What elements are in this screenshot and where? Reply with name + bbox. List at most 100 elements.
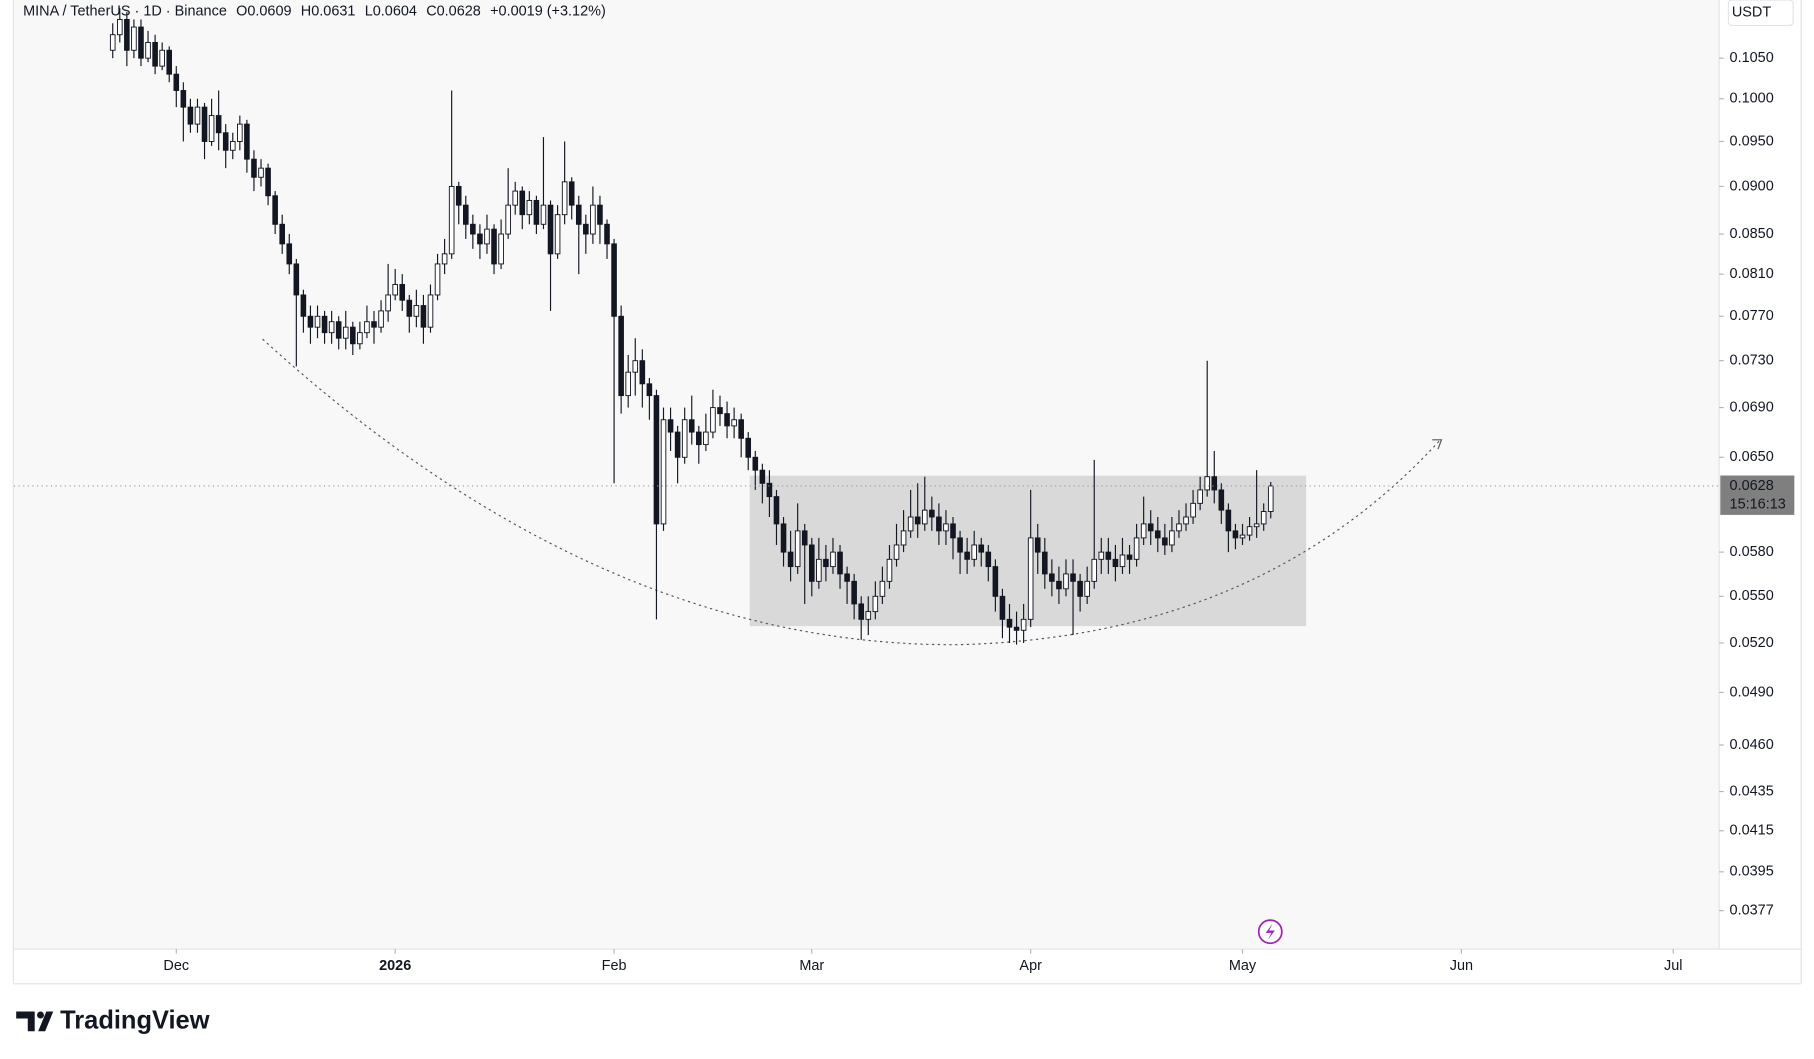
candle-body — [1091, 558, 1098, 582]
candle-body — [816, 558, 822, 582]
candle-body — [1225, 509, 1232, 532]
candle-body — [258, 167, 264, 178]
candle-body — [1063, 573, 1069, 590]
candle-body — [1154, 530, 1161, 539]
x-tick-label: 2026 — [379, 958, 411, 974]
candle-body — [985, 551, 992, 568]
candle-body — [568, 181, 575, 206]
candle-body — [717, 407, 723, 415]
last-price-box — [1720, 475, 1795, 515]
candle-body — [477, 233, 483, 245]
candle-body — [844, 573, 850, 582]
candle-body — [1204, 476, 1210, 491]
logo-text: TradingView — [60, 1007, 210, 1035]
candle-body — [1070, 573, 1076, 582]
candle-body — [448, 185, 455, 255]
y-tick-label: 0.1000 — [1730, 91, 1774, 107]
legend-item: H0.0631 — [301, 3, 356, 19]
y-tick-label: 0.0435 — [1730, 783, 1774, 799]
candle-body — [1098, 551, 1105, 560]
candle-body — [943, 523, 949, 532]
candle-body — [1119, 554, 1126, 568]
candle-body — [724, 413, 730, 427]
candle-body — [900, 530, 907, 546]
candle-body — [293, 263, 300, 296]
y-tick-label: 0.0950 — [1730, 133, 1774, 149]
candle-body — [1084, 580, 1090, 597]
candle-body — [554, 214, 561, 255]
candle-body — [173, 73, 180, 91]
legend-item: +0.0019 (+3.12%) — [490, 3, 606, 19]
y-tick-label: 0.0377 — [1730, 902, 1774, 918]
y-tick-label: 0.0550 — [1730, 588, 1774, 604]
candle-body — [335, 321, 342, 339]
candle-body — [618, 315, 624, 397]
y-tick-label: 0.0690 — [1730, 399, 1774, 415]
candle-body — [914, 516, 921, 525]
y-tick-label: 0.1050 — [1730, 50, 1774, 66]
legend-symbol: MINA / TetherUS · 1D · Binance — [23, 3, 227, 19]
candle-body — [1140, 523, 1147, 539]
candle-body — [328, 321, 335, 334]
candle-body — [237, 123, 243, 142]
candle-body — [229, 140, 236, 151]
candle-body — [738, 419, 744, 439]
legend-item: L0.0604 — [365, 3, 417, 19]
y-tick-label: 0.0850 — [1730, 226, 1774, 242]
candle-body — [1239, 534, 1246, 539]
candle-body — [773, 496, 780, 525]
candle-body — [710, 407, 716, 433]
x-tick-label: Feb — [602, 958, 627, 974]
candle-body — [1105, 551, 1112, 560]
candle-body — [830, 551, 836, 568]
candle-body — [491, 228, 497, 265]
candle-body — [611, 243, 617, 317]
candle-body — [1112, 558, 1119, 568]
y-tick-label: 0.0520 — [1730, 635, 1774, 651]
candle-body — [1267, 485, 1274, 512]
x-tick-label: Jul — [1664, 958, 1682, 974]
candle-body — [406, 299, 413, 317]
tradingview-logo: TradingView — [16, 1007, 210, 1035]
candle-body — [434, 263, 441, 296]
candle-body — [971, 544, 977, 560]
plot-area — [13, 0, 1720, 950]
candle-body — [703, 431, 709, 446]
candle-body — [512, 190, 519, 206]
y-tick-label: 0.0460 — [1730, 737, 1774, 753]
candle-body — [427, 294, 434, 328]
countdown-label: 15:16:13 — [1730, 496, 1786, 512]
candle-body — [1027, 537, 1034, 620]
candle-body — [1056, 580, 1062, 590]
candle-body — [837, 551, 843, 575]
logo-dot — [37, 1011, 44, 1019]
candle-body — [639, 360, 646, 385]
candle-body — [540, 204, 547, 225]
logo-mark — [16, 1011, 35, 1032]
candle-body — [1232, 530, 1239, 539]
candle-body — [978, 544, 985, 553]
candle-body — [378, 310, 384, 328]
candle-body — [929, 509, 935, 518]
candle-body — [215, 115, 222, 134]
candle-body — [385, 294, 391, 312]
candle-body — [498, 233, 504, 265]
candle-body — [858, 603, 865, 620]
candle-body — [561, 181, 568, 216]
candle-body — [187, 106, 194, 125]
legend-item: O0.0609 — [236, 3, 291, 19]
candle-body — [519, 190, 526, 216]
candle-body — [879, 580, 886, 597]
candle-body — [907, 516, 914, 532]
candle-body — [533, 199, 540, 225]
currency-box — [1727, 0, 1794, 27]
candle-body — [117, 18, 123, 36]
candle-body — [575, 204, 582, 225]
y-tick-label: 0.0580 — [1730, 544, 1774, 560]
candle-body — [886, 558, 893, 582]
candle-body — [1013, 626, 1020, 631]
candle-body — [688, 419, 695, 433]
candle-body — [1147, 523, 1154, 532]
candle-body — [1169, 530, 1175, 546]
